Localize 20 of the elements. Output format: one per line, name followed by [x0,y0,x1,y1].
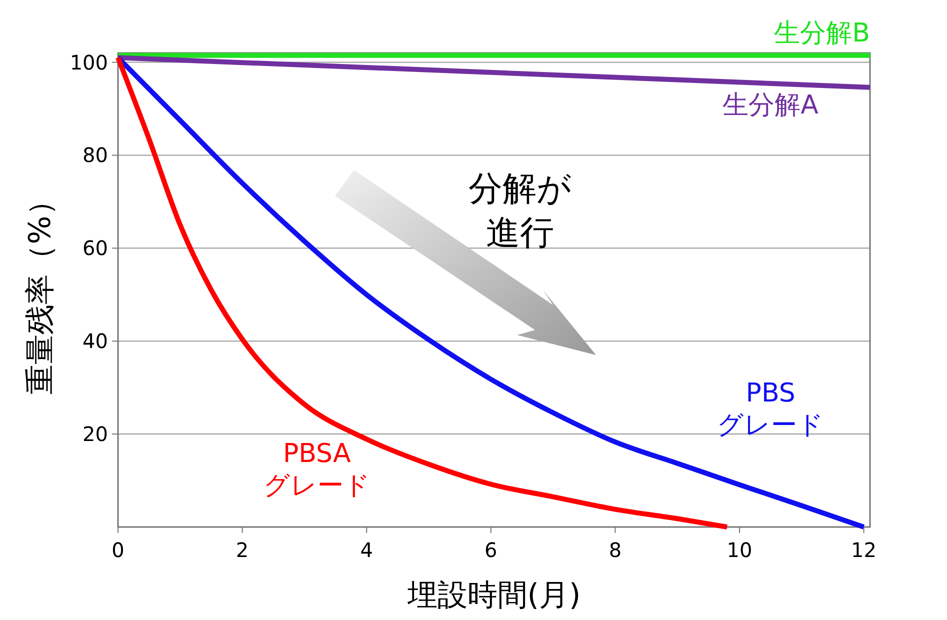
y-tick-label: 80 [82,143,108,168]
x-tick-label: 8 [608,538,622,562]
y-tick-label: 40 [82,329,108,354]
x-tick-label: 12 [851,538,877,562]
y-tick-label: 100 [70,50,108,74]
x-tick-label: 6 [484,538,498,562]
y-tick-label: 20 [82,422,108,446]
x-tick-label: 10 [726,538,752,562]
series-label: PBS グレード [717,378,824,441]
annotation: 進行 [486,213,554,253]
x-tick-label: 0 [112,538,124,562]
annotation: 分解が [468,169,572,209]
series-label: 生分解B [774,18,870,48]
series-label: 生分解A [722,90,819,120]
y-axis-title: 重量残率（%） [23,186,58,394]
y-tick-label: 60 [82,236,108,260]
x-tick-label: 2 [236,538,249,562]
x-tick-label: 4 [360,538,373,562]
x-axis-title: 埋設時間(月) [406,578,581,613]
series-label: PBSA グレード [263,438,370,501]
